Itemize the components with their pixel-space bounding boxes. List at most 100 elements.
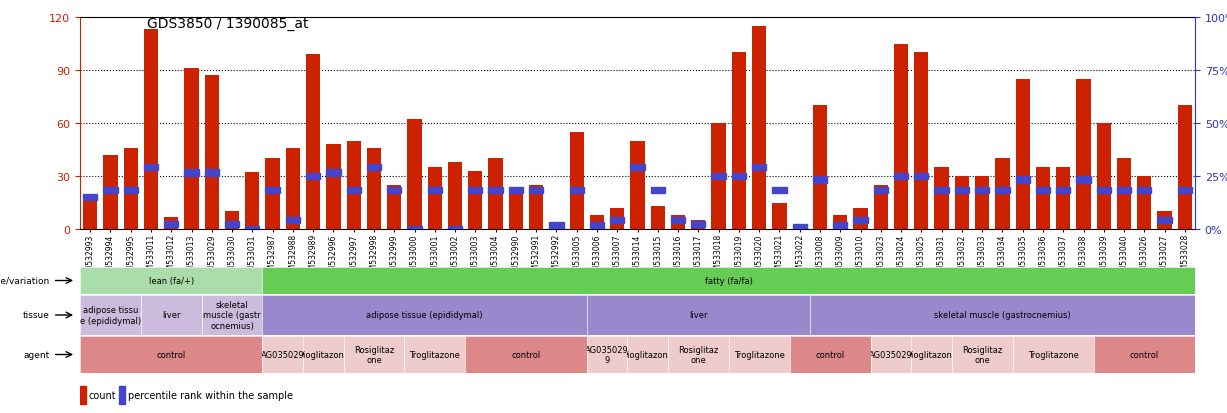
Text: GDS3850 / 1390085_at: GDS3850 / 1390085_at — [147, 17, 309, 31]
Bar — [1117, 159, 1131, 230]
Bar — [812, 106, 827, 230]
Bar — [1036, 188, 1050, 194]
Bar — [833, 215, 848, 230]
Text: adipose tissue (epididymal): adipose tissue (epididymal) — [367, 311, 483, 320]
Bar — [326, 145, 341, 230]
Text: genotype/variation: genotype/variation — [0, 276, 49, 285]
Bar — [691, 221, 706, 227]
Bar — [407, 120, 422, 230]
Bar — [326, 170, 341, 176]
Bar — [610, 208, 625, 230]
Bar — [671, 218, 685, 224]
Bar — [590, 223, 604, 229]
Bar — [488, 159, 503, 230]
Text: count: count — [88, 390, 117, 400]
Bar — [245, 173, 259, 230]
Bar — [955, 188, 969, 194]
Text: tissue: tissue — [23, 311, 49, 320]
Text: Rosiglitaz
one: Rosiglitaz one — [353, 345, 394, 364]
Bar — [164, 221, 178, 227]
Bar — [833, 223, 848, 229]
Bar — [631, 141, 644, 230]
Bar — [346, 141, 361, 230]
Bar — [469, 171, 482, 230]
Bar — [1016, 177, 1029, 183]
Bar — [286, 218, 299, 224]
Bar — [995, 188, 1010, 194]
Bar — [812, 177, 827, 183]
Bar — [631, 165, 644, 171]
Bar — [83, 198, 97, 230]
Bar — [772, 203, 787, 230]
Bar — [731, 53, 746, 230]
Bar — [712, 173, 725, 180]
Text: Pioglitazone: Pioglitazone — [622, 350, 674, 359]
Bar — [1178, 188, 1191, 194]
Text: Pioglitazone: Pioglitazone — [906, 350, 957, 359]
Bar — [184, 170, 199, 176]
Bar — [854, 208, 867, 230]
Bar — [752, 165, 766, 171]
Text: AG035029
9: AG035029 9 — [585, 345, 629, 364]
Bar — [225, 221, 239, 227]
Bar — [407, 226, 422, 233]
Bar — [184, 69, 199, 230]
Bar — [103, 155, 118, 230]
Bar — [793, 226, 807, 230]
Bar — [286, 148, 299, 230]
Text: agent: agent — [23, 350, 49, 359]
Bar — [975, 177, 989, 230]
Bar — [975, 188, 989, 194]
Text: Troglitazone: Troglitazone — [734, 350, 784, 359]
Bar — [793, 225, 807, 231]
Bar — [569, 188, 584, 194]
Bar — [119, 386, 125, 404]
Text: skeletal
muscle (gastr
ocnemius): skeletal muscle (gastr ocnemius) — [204, 300, 261, 330]
Bar — [1016, 80, 1029, 230]
Bar — [550, 223, 563, 229]
Bar — [1056, 188, 1070, 194]
Bar — [388, 185, 401, 230]
Bar — [1137, 188, 1151, 194]
Bar — [245, 226, 259, 233]
Bar — [1157, 212, 1172, 230]
Bar — [428, 188, 442, 194]
Bar — [124, 188, 137, 194]
Bar — [671, 215, 685, 230]
Bar — [590, 215, 604, 230]
Bar — [529, 188, 544, 194]
Bar — [80, 386, 86, 404]
Bar — [935, 188, 948, 194]
Text: Troglitazone: Troglitazone — [1028, 350, 1079, 359]
Bar — [1056, 168, 1070, 230]
Bar — [874, 185, 888, 230]
Bar — [894, 44, 908, 230]
Bar — [509, 187, 523, 230]
Bar — [894, 173, 908, 180]
Bar — [144, 165, 158, 171]
Text: control: control — [1130, 350, 1160, 359]
Bar — [914, 173, 929, 180]
Bar — [691, 221, 706, 230]
Bar — [854, 218, 867, 224]
Bar — [610, 218, 625, 224]
Bar — [1076, 177, 1091, 183]
Text: skeletal muscle (gastrocnemius): skeletal muscle (gastrocnemius) — [934, 311, 1071, 320]
Text: control: control — [816, 350, 844, 359]
Text: control: control — [512, 350, 541, 359]
Text: percentile rank within the sample: percentile rank within the sample — [128, 390, 293, 400]
Bar — [1076, 80, 1091, 230]
Bar — [306, 55, 320, 230]
Bar — [650, 206, 665, 230]
Bar — [124, 148, 137, 230]
Bar — [712, 124, 725, 230]
Text: Pioglitazone: Pioglitazone — [298, 350, 348, 359]
Bar — [164, 217, 178, 230]
Bar — [346, 188, 361, 194]
Bar — [731, 173, 746, 180]
Text: fatty (fa/fa): fatty (fa/fa) — [704, 276, 752, 285]
Bar — [103, 188, 118, 194]
Bar — [772, 188, 787, 194]
Bar — [955, 177, 969, 230]
Bar — [650, 188, 665, 194]
